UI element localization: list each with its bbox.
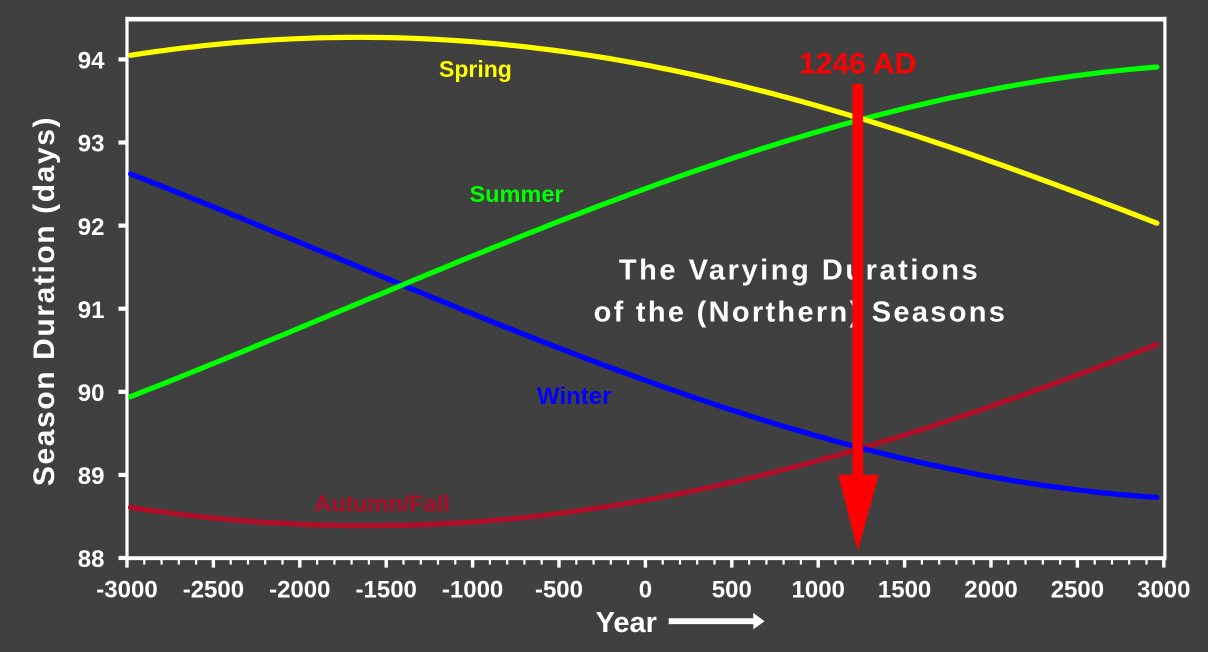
svg-text:-500: -500 [535,577,583,604]
svg-text:90: 90 [78,380,105,407]
svg-text:2500: 2500 [1051,577,1104,604]
svg-text:Spring: Spring [439,56,512,82]
svg-text:-1500: -1500 [356,577,417,604]
svg-text:94: 94 [78,48,105,75]
svg-text:88: 88 [78,546,105,573]
svg-text:-2500: -2500 [183,577,244,604]
svg-text:-3000: -3000 [96,577,157,604]
svg-text:of the (Northern) Seasons: of the (Northern) Seasons [594,296,1008,328]
svg-text:0: 0 [639,577,652,604]
svg-text:2000: 2000 [964,577,1017,604]
svg-text:-1000: -1000 [442,577,503,604]
svg-text:93: 93 [78,131,105,158]
svg-text:Autumn/Fall: Autumn/Fall [314,490,450,516]
svg-text:1246 AD: 1246 AD [799,47,916,80]
svg-text:Summer: Summer [470,181,564,207]
svg-text:1000: 1000 [792,577,845,604]
svg-text:91: 91 [78,297,105,324]
svg-text:The Varying Durations: The Varying Durations [619,255,980,287]
svg-text:3000: 3000 [1137,577,1190,604]
svg-text:Season Duration (days): Season Duration (days) [28,116,61,486]
svg-text:1500: 1500 [878,577,931,604]
svg-text:Winter: Winter [537,383,611,410]
svg-text:92: 92 [78,214,105,241]
svg-text:-2000: -2000 [269,577,330,604]
svg-text:500: 500 [712,577,752,604]
svg-text:Year: Year [596,607,657,639]
svg-text:89: 89 [78,463,105,490]
